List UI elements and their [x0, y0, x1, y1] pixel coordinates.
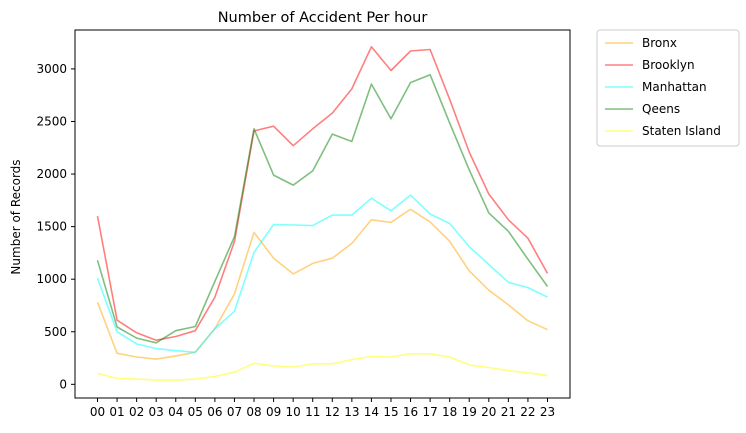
x-tick-label: 15: [383, 405, 398, 419]
x-tick-label: 14: [364, 405, 379, 419]
series-line-bronx: [96, 208, 548, 360]
legend-label: Bronx: [642, 36, 677, 50]
y-tick-label: 1000: [36, 272, 67, 286]
x-tick-label: 18: [442, 405, 457, 419]
series-lines: [96, 45, 549, 381]
legend-label: Manhattan: [642, 80, 707, 94]
x-tick-label: 02: [129, 405, 144, 419]
x-tick-label: 04: [168, 405, 183, 419]
y-tick-label: 0: [59, 377, 67, 391]
x-tick-label: 12: [325, 405, 340, 419]
y-tick-label: 2500: [36, 114, 67, 128]
x-tick-label: 13: [344, 405, 359, 419]
y-tick-label: 1500: [36, 220, 67, 234]
y-axis-label: Number of Records: [9, 159, 23, 274]
x-tick-label: 19: [462, 405, 477, 419]
series-line-staten-island: [97, 352, 548, 381]
x-tick-label: 05: [188, 405, 203, 419]
y-tick-label: 2000: [36, 167, 67, 181]
x-tick-label: 22: [520, 405, 535, 419]
series-line-manhattan: [96, 194, 548, 354]
x-tick-label: 17: [422, 405, 437, 419]
x-tick-label: 03: [149, 405, 164, 419]
x-tick-label: 08: [246, 405, 261, 419]
x-tick-label: 20: [481, 405, 496, 419]
x-tick-label: 09: [266, 405, 281, 419]
x-axis-ticks: 00 01 02 03 04 05 06 07 08 09 10 11 12 13 14 15 16 17 18 19…: [90, 398, 555, 419]
legend: Bronx Brooklyn Manhattan Qeens Staten Island: [596, 29, 740, 147]
y-tick-label: 500: [44, 325, 67, 339]
x-tick-label: 00: [90, 405, 105, 419]
legend-label: Brooklyn: [642, 58, 695, 72]
x-tick-label: 06: [207, 405, 222, 419]
series-line-brooklyn: [96, 45, 549, 342]
x-tick-label: 07: [227, 405, 242, 419]
x-tick-label: 16: [403, 405, 418, 419]
y-tick-label: 3000: [36, 62, 67, 76]
series-line-qeens: [96, 73, 549, 344]
x-tick-label: 10: [286, 405, 301, 419]
plot-frame: [74, 29, 571, 399]
x-tick-label: 23: [540, 405, 555, 419]
x-tick-label: 01: [109, 405, 124, 419]
y-axis-ticks: 0 500 1000 1500 2000 2500 3000: [36, 62, 75, 391]
chart-title: Number of Accident Per hour: [218, 10, 428, 26]
legend-box: [596, 29, 740, 147]
x-tick-label: 11: [305, 405, 320, 419]
x-tick-label: 21: [501, 405, 516, 419]
legend-label: Qeens: [642, 102, 680, 116]
legend-label: Staten Island: [642, 124, 721, 138]
